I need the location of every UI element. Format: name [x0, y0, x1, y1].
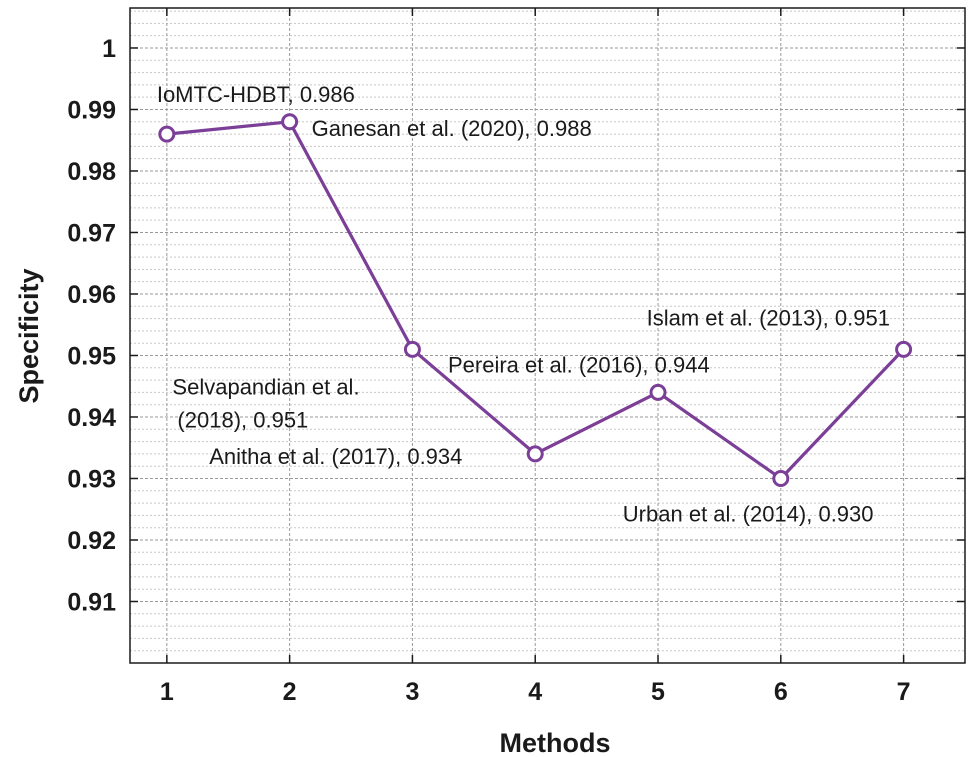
- data-point: [649, 383, 667, 401]
- data-point: [526, 445, 544, 463]
- y-axis-title: Specificity: [14, 268, 44, 403]
- y-tick-label: 0.98: [67, 158, 116, 186]
- data-label: Pereira et al. (2016), 0.944: [448, 352, 710, 377]
- x-tick-label: 5: [651, 678, 665, 706]
- data-point: [281, 113, 299, 131]
- y-tick-label: 0.97: [67, 219, 116, 247]
- data-label: Selvapandian et al.: [172, 374, 359, 399]
- plot-background: [130, 8, 965, 663]
- y-tick-label: 1: [102, 35, 116, 63]
- y-tick-label: 0.92: [67, 527, 116, 555]
- annotations: IoMTC-HDBT, 0.986 Ganesan et al. (2020), …: [157, 82, 890, 526]
- x-tick-label: 2: [283, 678, 297, 706]
- plot-frame: [129, 7, 966, 664]
- x-axis-title: Methods: [500, 728, 611, 757]
- data-label: IoMTC-HDBT, 0.986: [157, 82, 355, 107]
- y-tick-label: 0.91: [67, 588, 116, 616]
- x-tick-label: 6: [774, 678, 788, 706]
- data-label: Anitha et al. (2017), 0.934: [209, 444, 462, 469]
- data-label: (2018), 0.951: [177, 407, 308, 432]
- series-group: [158, 113, 913, 487]
- y-tick-label: 0.99: [67, 96, 116, 124]
- grid: [130, 8, 965, 663]
- x-tick-label: 1: [160, 678, 174, 706]
- y-tick-label: 0.95: [67, 342, 116, 370]
- data-point: [772, 469, 790, 487]
- x-tick-label: 3: [405, 678, 419, 706]
- data-label: Urban et al. (2014), 0.930: [623, 501, 874, 526]
- data-label: Islam et al. (2013), 0.951: [647, 305, 890, 330]
- x-axis: 1 2 3 4 5 6 7: [160, 8, 911, 706]
- x-tick-label: 7: [897, 678, 911, 706]
- y-tick-label: 0.96: [67, 281, 116, 309]
- data-point: [895, 340, 913, 358]
- y-axis: 0.91 0.92 0.93 0.94 0.95 0.96 0.97 0.98 0.99 1: [67, 35, 965, 616]
- y-tick-label: 0.94: [67, 404, 116, 432]
- x-tick-label: 4: [528, 678, 542, 706]
- data-point: [403, 340, 421, 358]
- y-tick-label: 0.93: [67, 465, 116, 493]
- data-label: Ganesan et al. (2020), 0.988: [312, 116, 592, 141]
- data-point: [158, 125, 176, 143]
